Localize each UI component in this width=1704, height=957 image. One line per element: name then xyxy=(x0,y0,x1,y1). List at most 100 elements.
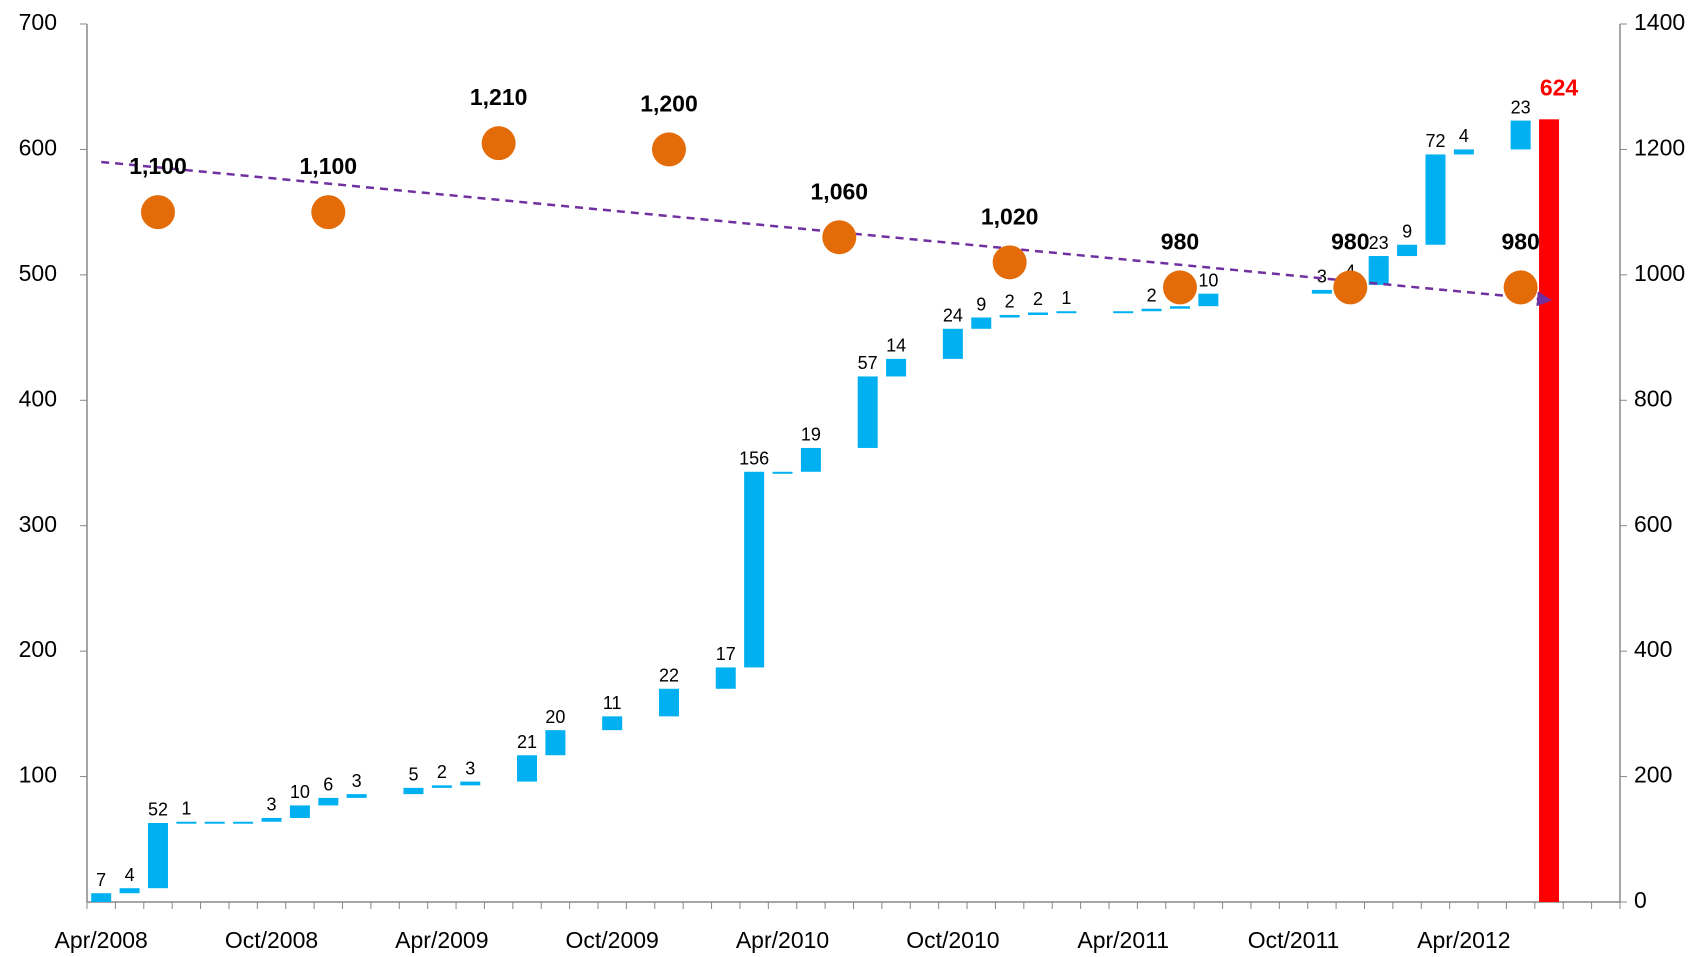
point-label: 1,100 xyxy=(300,153,358,179)
y-tick-label: 700 xyxy=(19,9,57,35)
increment-bar xyxy=(176,821,197,824)
value-label: 24 xyxy=(943,306,963,326)
increment-bar xyxy=(289,805,310,818)
y2-tick-label: 1000 xyxy=(1634,260,1685,286)
point xyxy=(822,220,857,255)
point xyxy=(481,126,516,161)
value-label: 2 xyxy=(1147,285,1157,305)
point xyxy=(311,195,346,230)
y-tick-label: 300 xyxy=(19,511,57,537)
value-label: 4 xyxy=(125,865,135,885)
increment-bar xyxy=(91,893,112,902)
y2-tick-label: 600 xyxy=(1634,511,1672,537)
increment-bar xyxy=(971,317,992,329)
point-label: 1,200 xyxy=(640,91,698,117)
x-tick-label: Oct/2008 xyxy=(225,927,318,953)
value-label: 52 xyxy=(148,800,168,820)
value-label: 57 xyxy=(858,353,878,373)
value-label: 11 xyxy=(603,693,622,713)
increment-bar xyxy=(1510,120,1531,150)
increment-bar xyxy=(1113,311,1134,314)
value-label: 4 xyxy=(1459,126,1469,146)
value-label: 10 xyxy=(1198,270,1218,290)
value-label: 5 xyxy=(408,765,418,785)
increment-bar xyxy=(602,716,623,731)
y2-tick-label: 0 xyxy=(1634,887,1647,913)
point xyxy=(140,195,175,230)
increment-bar xyxy=(318,797,339,806)
increment-bar xyxy=(800,447,821,472)
value-label: 6 xyxy=(323,775,333,795)
y2-tick-label: 200 xyxy=(1634,762,1672,788)
value-label: 1 xyxy=(1061,288,1071,308)
increment-bar xyxy=(1311,289,1332,294)
value-label: 14 xyxy=(886,336,906,356)
increment-bar xyxy=(857,376,878,448)
value-label: 9 xyxy=(1402,222,1412,242)
point xyxy=(1162,270,1197,305)
value-label: 3 xyxy=(267,795,277,815)
value-label: 23 xyxy=(1369,233,1389,253)
increment-bar xyxy=(545,730,566,756)
value-label: 3 xyxy=(1317,267,1327,287)
increment-bar xyxy=(1028,312,1049,315)
increment-bar xyxy=(942,328,963,359)
x-tick-label: Oct/2010 xyxy=(906,927,999,953)
x-tick-label: Apr/2008 xyxy=(55,927,148,953)
total-label: 624 xyxy=(1540,74,1579,100)
value-label: 21 xyxy=(517,732,537,752)
trend-line xyxy=(101,160,1553,307)
x-tick-label: Apr/2009 xyxy=(395,927,488,953)
point-label: 1,060 xyxy=(811,178,869,204)
value-label: 1 xyxy=(181,798,191,818)
increment-bar xyxy=(1169,306,1190,309)
value-label: 10 xyxy=(290,782,310,802)
y2-tick-label: 1400 xyxy=(1634,9,1685,35)
increment-bar xyxy=(147,822,168,889)
point xyxy=(992,245,1027,280)
increment-bar xyxy=(233,821,254,824)
point-label: 980 xyxy=(1331,228,1369,254)
increment-bar xyxy=(261,817,282,822)
y2-tick-label: 400 xyxy=(1634,636,1672,662)
point xyxy=(1503,270,1538,305)
point-label: 1,020 xyxy=(981,203,1039,229)
increment-bar xyxy=(346,794,367,798)
increment-bar xyxy=(1425,154,1446,245)
total-bar xyxy=(1539,119,1560,903)
x-tick-label: Oct/2009 xyxy=(566,927,659,953)
increment-bar xyxy=(1397,244,1418,257)
value-label: 2 xyxy=(437,762,447,782)
increment-bar xyxy=(886,358,907,377)
increment-bar xyxy=(1056,311,1077,314)
point-label: 980 xyxy=(1501,228,1539,254)
x-tick-label: Apr/2011 xyxy=(1077,927,1169,953)
point-label: 1,100 xyxy=(129,153,187,179)
x-tick-label: Oct/2011 xyxy=(1248,927,1340,953)
value-label: 72 xyxy=(1425,131,1445,151)
value-label: 3 xyxy=(465,758,475,778)
y-tick-label: 500 xyxy=(19,260,57,286)
increment-bar xyxy=(1198,293,1219,307)
increment-bar xyxy=(744,471,765,668)
increment-bar xyxy=(403,787,424,795)
value-label: 2 xyxy=(1033,289,1043,309)
value-label: 156 xyxy=(739,449,769,469)
increment-bar xyxy=(1368,256,1389,285)
increment-bar xyxy=(204,821,225,824)
increment-bar xyxy=(658,688,679,717)
increment-bar xyxy=(999,314,1020,318)
point xyxy=(1333,270,1368,305)
point xyxy=(651,132,686,167)
point-label: 980 xyxy=(1161,228,1199,254)
increment-bar xyxy=(431,785,452,788)
y-tick-label: 100 xyxy=(19,762,57,788)
increment-bar xyxy=(460,781,481,786)
y-tick-label: 400 xyxy=(19,385,57,411)
value-label: 2 xyxy=(1005,292,1015,312)
y-tick-label: 600 xyxy=(19,135,57,161)
value-label: 9 xyxy=(976,294,986,314)
x-tick-label: Apr/2010 xyxy=(736,927,829,953)
y-tick-label: 200 xyxy=(19,636,57,662)
